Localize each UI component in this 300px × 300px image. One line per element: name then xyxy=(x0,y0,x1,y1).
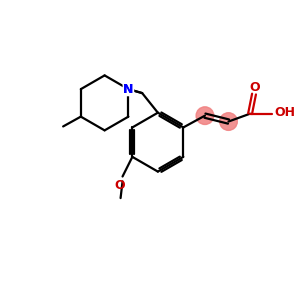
Text: N: N xyxy=(123,82,134,96)
Text: O: O xyxy=(114,179,125,192)
Ellipse shape xyxy=(196,107,214,124)
Text: N: N xyxy=(123,82,134,96)
Text: OH: OH xyxy=(274,106,295,119)
Text: O: O xyxy=(250,81,260,94)
Ellipse shape xyxy=(220,113,237,130)
